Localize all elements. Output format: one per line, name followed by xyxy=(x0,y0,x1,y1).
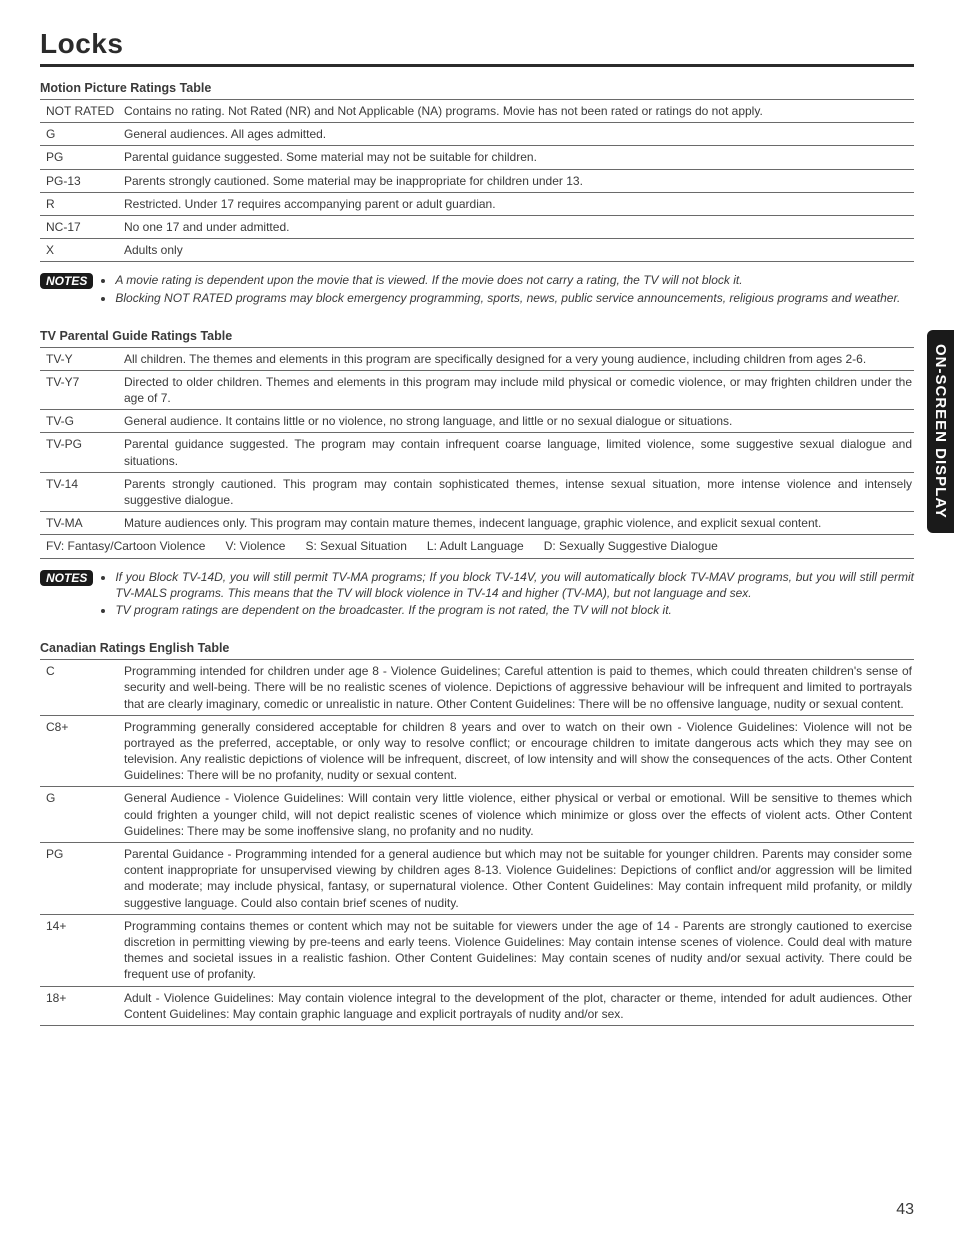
mpaa-notes-list: A movie rating is dependent upon the mov… xyxy=(101,272,900,306)
canadian-table: CProgramming intended for children under… xyxy=(40,659,914,1026)
table-row: PGParental guidance suggested. Some mate… xyxy=(40,146,914,169)
mpaa-heading: Motion Picture Ratings Table xyxy=(40,81,914,95)
table-row: NC-17No one 17 and under admitted. xyxy=(40,215,914,238)
table-row: 18+Adult - Violence Guidelines: May cont… xyxy=(40,986,914,1025)
rating-code: TV-PG xyxy=(40,433,122,472)
notes-badge: NOTES xyxy=(40,570,93,586)
rating-code: PG-13 xyxy=(40,169,122,192)
table-row: TV-YAll children. The themes and element… xyxy=(40,347,914,370)
table-row: CProgramming intended for children under… xyxy=(40,660,914,716)
rating-desc: General Audience - Violence Guidelines: … xyxy=(122,787,914,843)
rating-code: X xyxy=(40,239,122,262)
tvpg-abbr-row: FV: Fantasy/Cartoon Violence V: Violence… xyxy=(40,535,914,558)
rating-desc: General audiences. All ages admitted. xyxy=(122,123,914,146)
tvpg-heading: TV Parental Guide Ratings Table xyxy=(40,329,914,343)
rating-code: C8+ xyxy=(40,715,122,787)
title-rule xyxy=(40,64,914,67)
rating-code: TV-14 xyxy=(40,472,122,511)
rating-code: TV-Y xyxy=(40,347,122,370)
page: Locks Motion Picture Ratings Table NOT R… xyxy=(0,0,954,1235)
mpaa-table: NOT RATEDContains no rating. Not Rated (… xyxy=(40,99,914,262)
rating-code: C xyxy=(40,660,122,716)
rating-desc: Parental guidance suggested. Some materi… xyxy=(122,146,914,169)
abbr-fv: FV: Fantasy/Cartoon Violence xyxy=(46,539,205,553)
table-row: TV-PGParental guidance suggested. The pr… xyxy=(40,433,914,472)
table-row: RRestricted. Under 17 requires accompany… xyxy=(40,192,914,215)
rating-desc: Mature audiences only. This program may … xyxy=(122,512,914,535)
rating-desc: Programming intended for children under … xyxy=(122,660,914,716)
rating-desc: Contains no rating. Not Rated (NR) and N… xyxy=(122,100,914,123)
table-row: TV-MAMature audiences only. This program… xyxy=(40,512,914,535)
abbr-v: V: Violence xyxy=(225,539,285,553)
tvpg-notes-block: NOTES If you Block TV-14D, you will stil… xyxy=(40,569,914,620)
table-row: GGeneral audiences. All ages admitted. xyxy=(40,123,914,146)
rating-desc: No one 17 and under admitted. xyxy=(122,215,914,238)
rating-desc: Adult - Violence Guidelines: May contain… xyxy=(122,986,914,1025)
table-row: TV-Y7Directed to older children. Themes … xyxy=(40,370,914,409)
rating-code: NC-17 xyxy=(40,215,122,238)
rating-code: TV-Y7 xyxy=(40,370,122,409)
note-item: A movie rating is dependent upon the mov… xyxy=(115,272,900,288)
rating-code: PG xyxy=(40,843,122,915)
rating-desc: Parental guidance suggested. The program… xyxy=(122,433,914,472)
note-item: TV program ratings are dependent on the … xyxy=(115,602,914,618)
page-number: 43 xyxy=(896,1201,914,1219)
rating-desc: Parents strongly cautioned. Some materia… xyxy=(122,169,914,192)
notes-badge: NOTES xyxy=(40,273,93,289)
table-row: GGeneral Audience - Violence Guidelines:… xyxy=(40,787,914,843)
table-row: XAdults only xyxy=(40,239,914,262)
rating-code: 18+ xyxy=(40,986,122,1025)
rating-code: PG xyxy=(40,146,122,169)
table-row: NOT RATEDContains no rating. Not Rated (… xyxy=(40,100,914,123)
rating-desc: Adults only xyxy=(122,239,914,262)
abbr-l: L: Adult Language xyxy=(427,539,524,553)
rating-code: R xyxy=(40,192,122,215)
rating-desc: Programming contains themes or content w… xyxy=(122,914,914,986)
abbr-s: S: Sexual Situation xyxy=(306,539,407,553)
rating-desc: All children. The themes and elements in… xyxy=(122,347,914,370)
rating-code: NOT RATED xyxy=(40,100,122,123)
rating-code: TV-G xyxy=(40,410,122,433)
rating-code: G xyxy=(40,787,122,843)
rating-code: 14+ xyxy=(40,914,122,986)
canadian-heading: Canadian Ratings English Table xyxy=(40,641,914,655)
rating-code: TV-MA xyxy=(40,512,122,535)
rating-desc: Programming generally considered accepta… xyxy=(122,715,914,787)
table-row: PG-13Parents strongly cautioned. Some ma… xyxy=(40,169,914,192)
rating-desc: Parents strongly cautioned. This program… xyxy=(122,472,914,511)
table-row: PGParental Guidance - Programming intend… xyxy=(40,843,914,915)
table-row: TV-GGeneral audience. It contains little… xyxy=(40,410,914,433)
rating-code: G xyxy=(40,123,122,146)
mpaa-notes-block: NOTES A movie rating is dependent upon t… xyxy=(40,272,914,306)
rating-desc: General audience. It contains little or … xyxy=(122,410,914,433)
page-title: Locks xyxy=(40,28,914,60)
note-item: If you Block TV-14D, you will still perm… xyxy=(115,569,914,601)
tvpg-table: TV-YAll children. The themes and element… xyxy=(40,347,914,559)
rating-desc: Restricted. Under 17 requires accompanyi… xyxy=(122,192,914,215)
rating-desc: Directed to older children. Themes and e… xyxy=(122,370,914,409)
abbr-d: D: Sexually Suggestive Dialogue xyxy=(544,539,718,553)
rating-desc: Parental Guidance - Programming intended… xyxy=(122,843,914,915)
table-row: 14+Programming contains themes or conten… xyxy=(40,914,914,986)
table-row: TV-14Parents strongly cautioned. This pr… xyxy=(40,472,914,511)
table-row: C8+Programming generally considered acce… xyxy=(40,715,914,787)
tvpg-notes-list: If you Block TV-14D, you will still perm… xyxy=(101,569,914,620)
side-tab: ON-SCREEN DISPLAY xyxy=(927,330,954,533)
note-item: Blocking NOT RATED programs may block em… xyxy=(115,290,900,306)
